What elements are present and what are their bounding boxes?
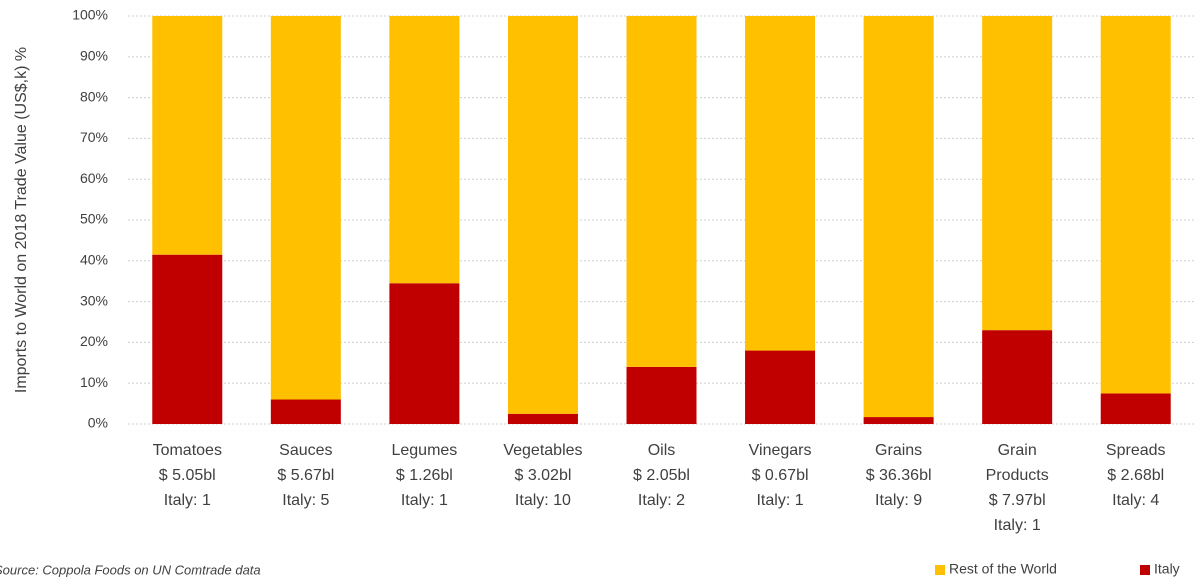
bar-segment: [1100, 393, 1171, 424]
x-tick-label: $ 0.67bl: [752, 467, 809, 484]
bar-segment: [863, 16, 934, 418]
bar-segment: [507, 413, 578, 424]
x-tick-label: $ 5.05bl: [159, 467, 216, 484]
bar-segment: [745, 350, 816, 424]
legend-swatch: [935, 565, 945, 575]
x-tick-label: Spreads: [1106, 442, 1166, 459]
bar-segment: [982, 16, 1053, 331]
x-tick-label: Sauces: [279, 442, 332, 459]
legend-swatch: [1140, 565, 1150, 575]
x-tick-label: Vinegars: [749, 442, 812, 459]
bar-segment: [270, 16, 341, 400]
y-tick-label: 60%: [80, 170, 108, 186]
x-tick-label: Oils: [648, 442, 676, 459]
x-tick-label: Grain: [998, 442, 1037, 459]
x-tick-label: Italy: 1: [756, 492, 803, 509]
x-tick-label: Italy: 9: [875, 492, 922, 509]
x-tick-label: Italy: 5: [282, 492, 329, 509]
x-tick-label: $ 2.68bl: [1107, 467, 1164, 484]
x-tick-label: Legumes: [391, 442, 457, 459]
y-tick-label: 10%: [80, 374, 108, 390]
x-tick-label: Italy: 1: [994, 517, 1041, 534]
bar-segment: [745, 16, 816, 351]
x-tick-label: $ 7.97bl: [989, 492, 1046, 509]
x-tick-label: $ 2.05bl: [633, 467, 690, 484]
y-tick-label: 30%: [80, 292, 108, 308]
x-tick-label: Italy: 1: [164, 492, 211, 509]
x-tick-label: Italy: 2: [638, 492, 685, 509]
x-tick-label: Italy: 1: [401, 492, 448, 509]
y-tick-label: 80%: [80, 88, 108, 104]
x-tick-label: Tomatoes: [153, 442, 222, 459]
bar-segment: [270, 399, 341, 424]
bar-segment: [389, 16, 460, 284]
legend-label: Rest of the World: [949, 561, 1057, 577]
bar-segment: [152, 16, 223, 255]
y-tick-label: 50%: [80, 211, 108, 227]
x-tick-label: Grains: [875, 442, 922, 459]
x-tick-label: Products: [986, 467, 1049, 484]
y-tick-label: 40%: [80, 252, 108, 268]
x-tick-label: Italy: 4: [1112, 492, 1159, 509]
bar-segment: [152, 254, 223, 424]
y-tick-label: 70%: [80, 129, 108, 145]
x-tick-label: $ 3.02bl: [514, 467, 571, 484]
x-tick-label: $ 36.36bl: [866, 467, 932, 484]
x-tick-label: $ 1.26bl: [396, 467, 453, 484]
x-tick-label: Vegetables: [503, 442, 582, 459]
bar-segment: [982, 330, 1053, 424]
y-tick-label: 90%: [80, 48, 108, 64]
y-tick-label: 0%: [88, 415, 108, 431]
bar-segment: [1100, 16, 1171, 394]
x-tick-label: $ 5.67bl: [277, 467, 334, 484]
source-note: Source: Coppola Foods on UN Comtrade dat…: [0, 562, 261, 577]
x-tick-label: Italy: 10: [515, 492, 571, 509]
bar-segment: [507, 16, 578, 414]
bar-segment: [389, 283, 460, 424]
bar-segment: [626, 366, 697, 424]
legend-label: Italy: [1154, 561, 1180, 577]
bar-segment: [626, 16, 697, 367]
y-axis-label: Imports to World on 2018 Trade Value (US…: [13, 47, 30, 393]
y-tick-label: 20%: [80, 333, 108, 349]
bar-segment: [863, 417, 934, 424]
y-tick-label: 100%: [72, 7, 108, 23]
